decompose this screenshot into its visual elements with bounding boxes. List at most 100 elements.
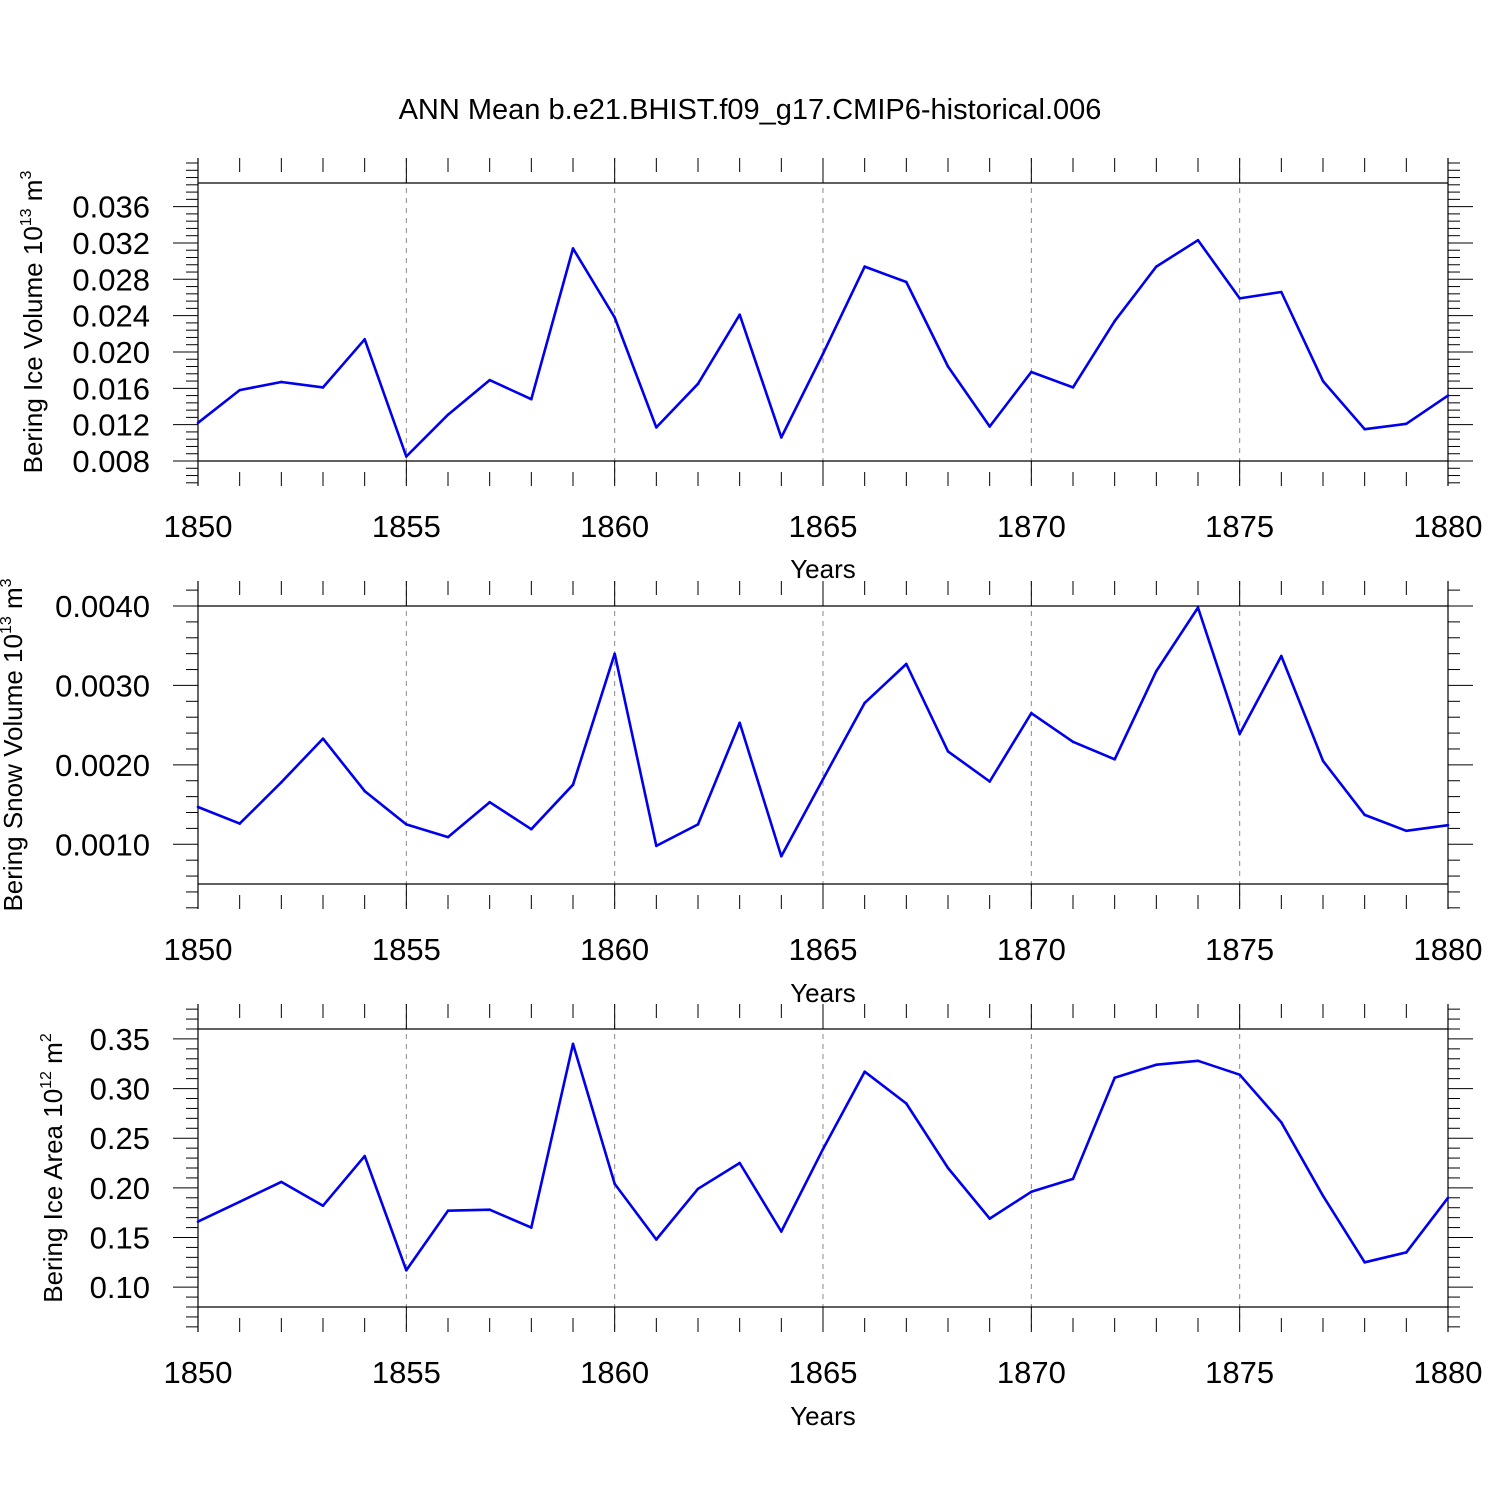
ice-area-y-tick-label: 0.35	[90, 1022, 150, 1057]
ice-area-data-point	[655, 1238, 658, 1241]
snow-volume-data-point	[488, 800, 491, 804]
snow-volume-data-point	[1030, 711, 1033, 715]
snow-volume-data-point	[1280, 654, 1283, 658]
ice-area-y-label-main: Bering Ice Area 10	[38, 1089, 68, 1303]
ice-area-data-point	[1238, 1073, 1241, 1076]
ice-area-data-point	[821, 1147, 825, 1151]
ice-volume-y-tick-label: 0.024	[72, 299, 150, 334]
snow-volume-y-label-exponent: 13	[0, 616, 15, 634]
ice-volume-y-label-main: Bering Ice Volume 10	[18, 226, 48, 473]
snow-volume-x-tick-label: 1870	[997, 932, 1066, 967]
snow-volume-data-point	[1321, 759, 1325, 763]
snow-volume-data-point	[988, 780, 991, 783]
snow-volume-y-label-unit: m	[0, 587, 28, 616]
snow-volume-data-point	[821, 777, 825, 781]
ice-area-data-point	[321, 1204, 325, 1208]
snow-volume-data-point	[571, 783, 575, 787]
ice-volume-data-point	[1446, 394, 1450, 397]
ice-volume-data-point	[738, 313, 741, 317]
ice-area-data-point	[988, 1217, 991, 1220]
ice-area-x-axis-label: Years	[790, 1401, 856, 1431]
ice-area-y-label-unit: m	[38, 1042, 68, 1071]
snow-volume-data-point	[863, 701, 866, 705]
snow-volume-data-point	[655, 844, 658, 848]
snow-volume-y-axis-label: Bering Snow Volume 1013 m3	[0, 578, 28, 911]
ice-area-data-point	[1113, 1076, 1116, 1079]
snow-volume-data-point	[946, 750, 950, 753]
snow-volume-y-label-main: Bering Snow Volume 10	[0, 634, 28, 912]
snow-volume-x-tick-label: 1855	[372, 932, 441, 967]
snow-volume-data-point	[738, 721, 741, 725]
ice-area-data-point	[780, 1230, 783, 1233]
ice-area-data-point	[280, 1180, 283, 1184]
ice-volume-y-tick-label: 0.032	[72, 226, 150, 261]
ice-area-data-point	[1196, 1059, 1200, 1063]
ice-volume-y-tick-label: 0.008	[72, 444, 150, 479]
ice-area-data-point	[1405, 1251, 1408, 1254]
panel-ice-area: Bering Ice Area 1012 m2 Years 1850 1855 18…	[38, 1004, 1482, 1431]
ice-area-x-tick-label: 1850	[164, 1355, 233, 1390]
ice-area-data-point	[405, 1268, 408, 1272]
ice-volume-y-tick-label: 0.020	[72, 335, 150, 370]
ice-volume-data-point	[1405, 422, 1408, 426]
ice-volume-y-label-unit-exponent: 3	[18, 171, 35, 180]
ice-volume-y-tick-label: 0.012	[72, 408, 150, 443]
ice-volume-x-tick-label: 1850	[164, 509, 233, 544]
snow-volume-data-point	[1363, 813, 1366, 817]
snow-volume-data-point	[613, 652, 616, 655]
ice-volume-data-point	[988, 425, 991, 428]
ice-area-x-tick-label: 1875	[1205, 1355, 1274, 1390]
ice-area-data-point	[1280, 1121, 1283, 1124]
ice-area-data-point	[1155, 1063, 1158, 1067]
ice-volume-data-point	[488, 378, 491, 382]
ice-volume-x-tick-label: 1870	[997, 509, 1066, 544]
ice-volume-x-tick-label: 1865	[789, 509, 858, 544]
snow-volume-data-point	[780, 854, 783, 858]
ice-area-y-tick-label: 0.10	[90, 1270, 150, 1305]
snow-volume-x-tick-label: 1850	[164, 932, 233, 967]
snow-volume-data-point	[1071, 740, 1075, 744]
ice-volume-data-point	[821, 352, 825, 356]
snow-volume-data-point	[238, 822, 241, 825]
figure-title: ANN Mean b.e21.BHIST.f09_g17.CMIP6-histo…	[399, 94, 1102, 126]
snow-volume-y-tick-label: 0.0020	[55, 748, 150, 783]
snow-volume-data-point	[1196, 606, 1200, 609]
snow-volume-data-point	[905, 662, 908, 666]
ice-area-x-tick-label: 1865	[789, 1355, 858, 1390]
snow-volume-data-point	[1446, 823, 1450, 827]
snow-volume-data-point	[446, 835, 450, 839]
ice-volume-data-point	[1238, 297, 1241, 300]
ice-volume-data-point	[946, 365, 950, 368]
snow-volume-x-tick-label: 1880	[1414, 932, 1483, 967]
ice-volume-data-point	[1363, 427, 1366, 431]
ice-volume-data-point	[1321, 379, 1325, 383]
snow-volume-data-point	[321, 737, 325, 740]
ice-area-data-point	[696, 1187, 700, 1191]
ice-area-y-tick-label: 0.30	[90, 1072, 150, 1107]
ice-volume-data-point	[363, 337, 366, 341]
ice-area-data-point	[1363, 1261, 1366, 1264]
ice-area-data-point	[530, 1226, 533, 1229]
ice-volume-y-label-exponent: 13	[18, 208, 35, 226]
ice-volume-y-axis-label: Bering Ice Volume 1013 m3	[18, 171, 48, 474]
ice-volume-data-point	[696, 382, 700, 386]
ice-volume-data-point	[446, 413, 450, 416]
ice-volume-x-tick-label: 1860	[580, 509, 649, 544]
ice-volume-data-point	[530, 397, 533, 401]
ice-area-data-point	[1446, 1196, 1450, 1200]
ice-volume-data-point	[571, 247, 575, 250]
ice-volume-y-tick-label: 0.036	[72, 190, 150, 225]
ice-area-x-tick-label: 1855	[372, 1355, 441, 1390]
snow-volume-data-point	[196, 805, 200, 809]
snow-volume-data-point	[696, 823, 700, 826]
ice-volume-data-point	[1113, 319, 1116, 323]
ice-volume-x-tick-label: 1880	[1414, 509, 1483, 544]
snow-volume-data-point	[1238, 732, 1241, 736]
snow-volume-y-tick-label: 0.0030	[55, 668, 150, 703]
ice-volume-data-point	[280, 380, 283, 384]
ice-area-y-label-unit-exponent: 2	[38, 1033, 55, 1042]
snow-volume-data-point	[1405, 829, 1408, 833]
ice-volume-data-point	[1071, 386, 1075, 389]
snow-volume-x-axis-label: Years	[790, 978, 856, 1008]
ice-volume-data-point	[863, 265, 866, 268]
